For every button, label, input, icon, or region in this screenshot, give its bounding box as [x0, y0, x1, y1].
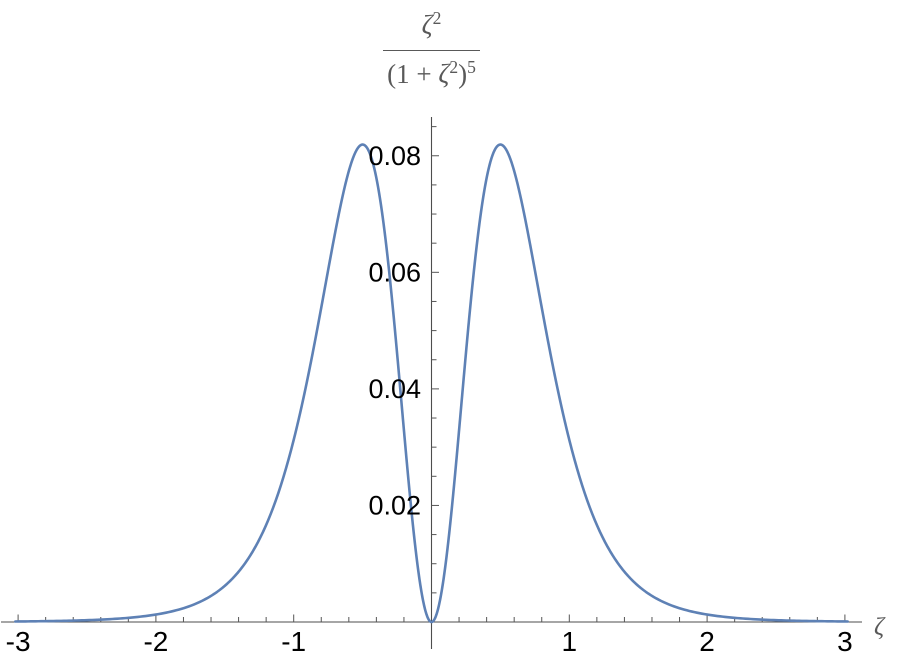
- svg-text:0.04: 0.04: [368, 374, 421, 404]
- svg-text:ζ: ζ: [874, 614, 886, 641]
- svg-text:0.08: 0.08: [368, 141, 421, 171]
- svg-text:2: 2: [699, 626, 715, 657]
- svg-text:-2: -2: [143, 626, 168, 657]
- svg-text:-1: -1: [281, 626, 306, 657]
- svg-text:0.02: 0.02: [368, 490, 421, 520]
- svg-text:1: 1: [562, 626, 578, 657]
- svg-text:-3: -3: [6, 626, 31, 657]
- svg-text:3: 3: [837, 626, 853, 657]
- svg-text:0.06: 0.06: [368, 257, 421, 287]
